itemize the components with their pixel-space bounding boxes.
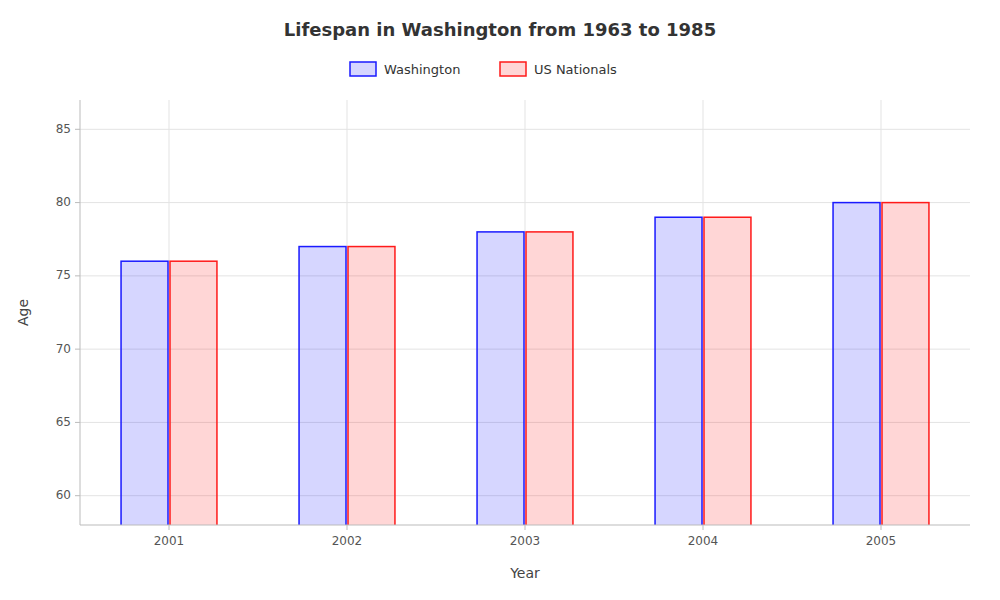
bar [833, 203, 880, 525]
x-tick-label: 2001 [154, 534, 185, 548]
x-tick [347, 525, 348, 530]
legend-swatch [350, 62, 376, 76]
chart-svg: 60 65 70 75 80 85 2001 2002 2003 2004 2005 Year Age L… [0, 0, 1000, 600]
x-axis-label: Year [509, 565, 540, 581]
y-tick-label: 75 [56, 268, 71, 282]
y-tick-label: 80 [56, 195, 71, 209]
y-tick [75, 422, 80, 423]
x-tick-label: 2004 [688, 534, 719, 548]
x-tick-label: 2005 [866, 534, 897, 548]
bars [121, 203, 929, 525]
legend: Washington US Nationals [350, 62, 617, 77]
legend-label: US Nationals [534, 62, 617, 77]
x-tick [881, 525, 882, 530]
y-axis-label: Age [15, 299, 31, 326]
bar [704, 217, 751, 525]
bar [526, 232, 573, 525]
bar [121, 261, 168, 525]
y-tick-label: 70 [56, 342, 71, 356]
bar [348, 247, 395, 525]
chart-title: Lifespan in Washington from 1963 to 1985 [284, 19, 716, 40]
y-tick [75, 349, 80, 350]
x-tick-label: 2003 [510, 534, 541, 548]
x-tick-label: 2002 [332, 534, 363, 548]
bar [170, 261, 217, 525]
legend-swatch [500, 62, 526, 76]
x-tick [169, 525, 170, 530]
y-tick [75, 129, 80, 130]
y-tick [75, 202, 80, 203]
bar [882, 203, 929, 525]
y-tick-label: 60 [56, 488, 71, 502]
y-tick-label: 85 [56, 122, 71, 136]
x-tick [703, 525, 704, 530]
y-axis-line [80, 100, 81, 525]
bar [299, 247, 346, 525]
bar [655, 217, 702, 525]
x-tick [525, 525, 526, 530]
y-tick [75, 275, 80, 276]
y-tick [75, 495, 80, 496]
y-tick-label: 65 [56, 415, 71, 429]
legend-label: Washington [384, 62, 460, 77]
bar [477, 232, 524, 525]
